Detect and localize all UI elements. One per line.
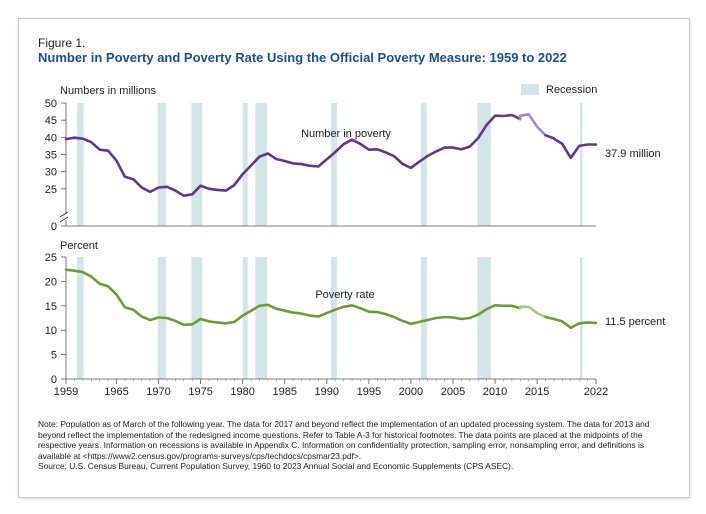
series-lines: [64, 113, 598, 330]
y-tick-label: 10: [45, 325, 57, 337]
y-tick-label: 45: [45, 115, 57, 127]
y-tick-label: 50: [45, 98, 57, 110]
axis-title: Numbers in millions: [60, 85, 156, 97]
end-value-label: 11.5 percent: [605, 316, 665, 328]
series-line: [64, 113, 522, 197]
y-tick-label: 0: [51, 221, 57, 233]
source-text: Source: U.S. Census Bureau, Current Popu…: [38, 461, 514, 471]
recession-band: [421, 257, 427, 379]
axis-break-mark: [59, 211, 69, 223]
series-line: [64, 268, 522, 327]
x-tick-label: 1965: [104, 386, 128, 398]
x-tick-label: 2015: [525, 386, 549, 398]
y-tick-label: 35: [45, 150, 57, 162]
y-tick-label: 5: [51, 350, 57, 362]
y-tick-label: 25: [45, 252, 57, 264]
y-tick-label: 40: [45, 132, 57, 144]
recession-band: [331, 257, 337, 379]
recession-band: [255, 103, 268, 226]
figure-notes: Note: Population as of March of the foll…: [38, 419, 678, 472]
note-text: Note: Population as of March of the foll…: [38, 419, 650, 461]
figure-label: Figure 1.: [38, 36, 86, 50]
x-tick-label: 2005: [441, 386, 465, 398]
y-tick-label: 20: [45, 276, 57, 288]
x-tick-label: 1990: [315, 386, 339, 398]
x-tick-label: 2000: [399, 386, 423, 398]
recession-band: [242, 257, 248, 379]
legend-recession-swatch: [521, 84, 539, 95]
recession-band: [191, 257, 203, 379]
recession-band: [255, 257, 268, 379]
series-line: [518, 113, 547, 137]
x-tick-label: 2010: [483, 386, 507, 398]
chart-labels: Numbers in millions Number in poverty 37.9…: [60, 85, 665, 328]
recession-band: [580, 103, 583, 226]
x-tick-label: 1985: [272, 386, 296, 398]
recession-band: [191, 103, 203, 226]
recession-band: [76, 257, 84, 379]
y-tick-label: 15: [45, 301, 57, 313]
legend: Recession: [521, 84, 597, 96]
recession-band: [242, 103, 248, 226]
y-tick-label: 0: [51, 374, 57, 386]
series-line: [518, 305, 547, 319]
recession-band: [580, 257, 583, 379]
x-tick-label: 1970: [146, 386, 170, 398]
y-tick-label: 30: [45, 167, 57, 179]
series-line: [544, 134, 598, 160]
legend-recession-label: Recession: [546, 84, 597, 96]
series-line: [544, 315, 598, 330]
recession-band: [421, 103, 427, 226]
recession-bands: [76, 103, 583, 379]
figure-title: Number in Poverty and Poverty Rate Using…: [38, 50, 567, 65]
x-tick-label: 1980: [230, 386, 254, 398]
recession-band: [157, 103, 167, 226]
x-tick-label: 1995: [357, 386, 381, 398]
x-tick-label: 2022: [584, 386, 608, 398]
series-label: Number in poverty: [301, 128, 391, 140]
axes: 0 25 30 35 40 45 50 0 5 10 15 20 25 1959 1965 1970 1975 1…: [45, 98, 608, 398]
recession-band: [76, 103, 84, 226]
recession-band: [331, 103, 337, 226]
x-tick-label: 1975: [188, 386, 212, 398]
series-label: Poverty rate: [315, 289, 374, 301]
end-value-label: 37.9 million: [605, 148, 661, 160]
recession-band: [477, 257, 491, 379]
x-tick-label: 1959: [54, 386, 78, 398]
y-tick-label: 25: [45, 184, 57, 196]
figure-frame: [18, 18, 690, 498]
axis-title: Percent: [60, 240, 98, 252]
